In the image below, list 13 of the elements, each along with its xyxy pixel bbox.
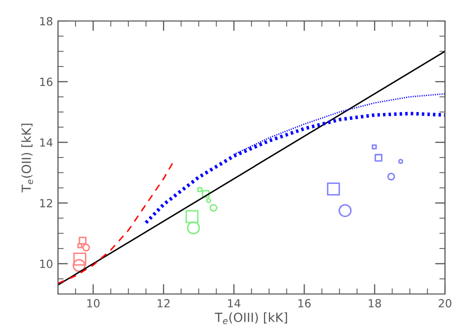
y-tick-label: 14 bbox=[40, 138, 53, 147]
x-tick-label: 16 bbox=[298, 299, 311, 308]
y-tick-label: 12 bbox=[40, 198, 52, 208]
y-tick-label: 18 bbox=[40, 16, 52, 26]
y-tick-label: 10 bbox=[40, 260, 52, 268]
y-tick-label: 16 bbox=[40, 78, 52, 86]
x-tick-label: 14 bbox=[228, 299, 240, 308]
x-axis-title: T$_{e}$(OIII) [kK] bbox=[214, 312, 288, 324]
x-tick-label: 18 bbox=[368, 299, 381, 308]
x-tick-label: 10 bbox=[87, 299, 100, 308]
x-tick-label: 12 bbox=[158, 299, 170, 308]
x-tick-label: 20 bbox=[438, 299, 452, 308]
y-axis-title: T$_{e}$(OII) [kK] bbox=[21, 124, 34, 192]
